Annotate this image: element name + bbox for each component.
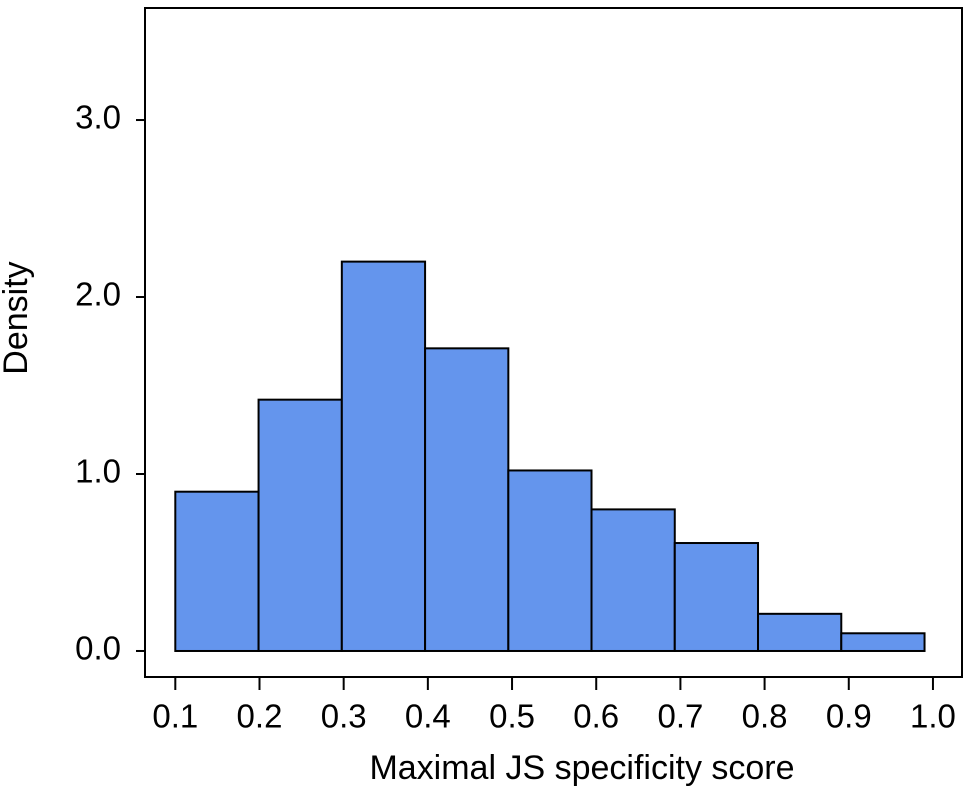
x-tick-label: 0.1	[152, 698, 198, 735]
y-axis-title: Density	[0, 261, 35, 374]
x-tick-label: 0.4	[405, 698, 451, 735]
x-tick-label: 0.5	[489, 698, 535, 735]
bar	[673, 542, 760, 652]
x-tick-label: 0.8	[742, 698, 788, 735]
x-tick-label: 1.0	[910, 698, 956, 735]
plot-frame	[144, 7, 963, 678]
y-tick-label: 1.0	[75, 453, 121, 490]
y-tick-label: 0.0	[75, 630, 121, 667]
bar	[590, 508, 676, 652]
x-tick-label: 0.9	[826, 698, 872, 735]
x-tick-label: 0.2	[237, 698, 283, 735]
bar	[507, 469, 593, 652]
bar	[424, 347, 510, 652]
bar	[757, 612, 843, 652]
x-tick-label: 0.6	[573, 698, 619, 735]
bar	[174, 490, 260, 652]
bar	[340, 260, 427, 652]
x-axis-title: Maximal JS specificity score	[369, 749, 794, 787]
x-tick-label: 0.3	[321, 698, 367, 735]
y-tick-label: 2.0	[75, 276, 121, 313]
bar	[257, 398, 343, 652]
y-tick-label: 3.0	[75, 99, 121, 136]
x-tick-label: 0.7	[657, 698, 703, 735]
bar	[840, 632, 926, 652]
